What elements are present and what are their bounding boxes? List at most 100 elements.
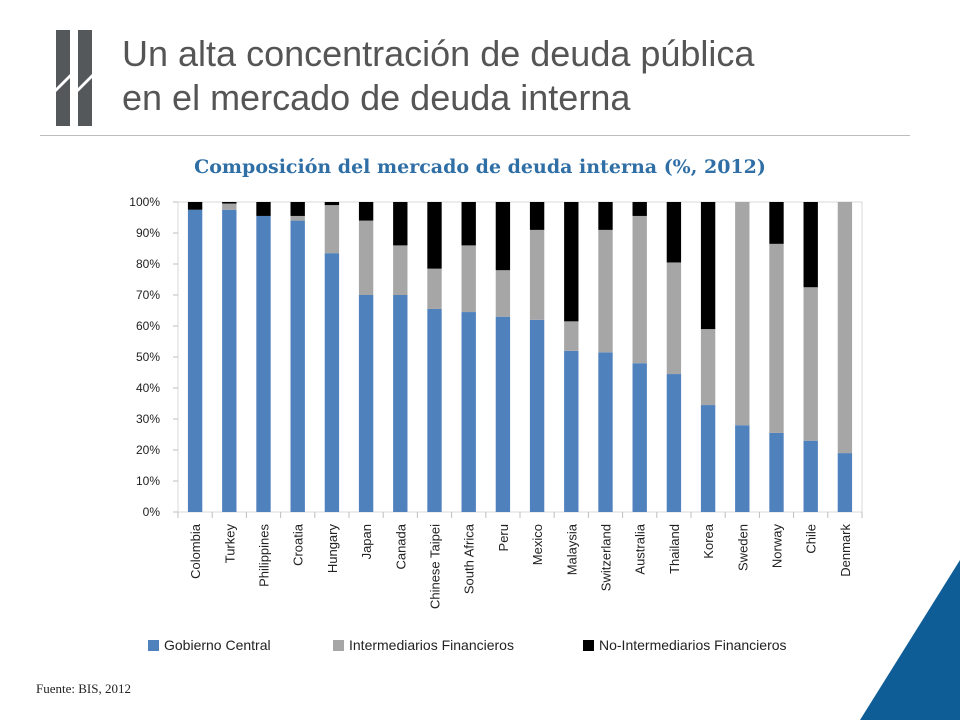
bar-norway-series-2 xyxy=(769,202,784,244)
x-category-label: Thailand xyxy=(667,524,682,574)
bar-turkey-series-1 xyxy=(222,203,237,210)
bar-thailand-series-1 xyxy=(666,262,682,375)
x-category-label: Colombia xyxy=(188,523,203,579)
y-tick-label: 40% xyxy=(136,381,160,395)
bar-canada-series-2 xyxy=(393,202,408,246)
y-tick-label: 70% xyxy=(136,288,160,302)
bar-peru-series-0 xyxy=(495,316,511,512)
bar-thailand-series-0 xyxy=(666,374,682,512)
bar-croatia-series-2 xyxy=(290,202,305,216)
x-category-label: Chinese Taipei xyxy=(428,524,443,609)
oecd-logo-icon xyxy=(56,30,92,126)
x-category-label: Philippines xyxy=(257,524,272,587)
slide-title-line-1: Un alta concentración de deuda pública xyxy=(122,33,755,74)
corner-triangle-decoration xyxy=(860,560,960,720)
x-category-label: South Africa xyxy=(462,523,477,594)
bar-chile-series-2 xyxy=(803,202,818,288)
bar-mexico-series-0 xyxy=(529,319,545,512)
x-category-label: Japan xyxy=(359,524,374,559)
bar-peru-series-2 xyxy=(495,202,511,271)
legend-label: Gobierno Central xyxy=(164,637,271,653)
x-category-label: Hungary xyxy=(325,524,340,574)
bar-japan-series-1 xyxy=(358,220,374,295)
bar-korea-series-2 xyxy=(700,202,716,330)
bar-switzerland-series-1 xyxy=(598,229,613,353)
y-tick-label: 100% xyxy=(129,195,160,209)
y-tick-label: 0% xyxy=(143,505,161,519)
bar-denmark-series-0 xyxy=(837,453,853,512)
bar-colombia-series-2 xyxy=(187,202,203,210)
bar-hungary-series-2 xyxy=(324,202,340,206)
bar-chile-series-1 xyxy=(803,287,818,441)
x-category-label: Denmark xyxy=(838,524,853,577)
x-category-label: Sweden xyxy=(735,524,750,571)
x-category-label: Chile xyxy=(804,524,819,554)
x-category-label: Peru xyxy=(496,524,511,551)
y-tick-label: 80% xyxy=(136,257,160,271)
bar-mexico-series-1 xyxy=(529,229,545,320)
y-tick-label: 50% xyxy=(136,350,160,364)
bar-chinese-taipei-series-2 xyxy=(427,202,442,269)
y-tick-label: 90% xyxy=(136,226,160,240)
bar-canada-series-0 xyxy=(393,295,408,512)
bar-malaysia-series-1 xyxy=(564,321,579,351)
bar-thailand-series-2 xyxy=(666,202,682,263)
bar-mexico-series-2 xyxy=(529,202,545,230)
bar-switzerland-series-2 xyxy=(598,202,613,230)
legend-label: No-Intermediarios Financieros xyxy=(599,637,787,653)
slide-title-line-2: en el mercado de deuda interna xyxy=(122,77,631,118)
bar-denmark-series-1 xyxy=(837,202,853,454)
bar-south-africa-series-1 xyxy=(461,245,476,313)
bar-australia-series-2 xyxy=(632,202,647,216)
x-category-label: Croatia xyxy=(291,523,306,566)
bar-sweden-series-1 xyxy=(735,202,750,426)
bar-philippines-series-2 xyxy=(256,202,271,216)
bar-japan-series-2 xyxy=(358,202,374,221)
x-category-label: Mexico xyxy=(530,524,545,565)
bar-japan-series-0 xyxy=(358,295,374,512)
bar-hungary-series-0 xyxy=(324,253,340,512)
bar-croatia-series-1 xyxy=(290,215,305,221)
legend-swatch xyxy=(148,640,159,651)
bar-chinese-taipei-series-0 xyxy=(427,308,442,512)
bar-turkey-series-0 xyxy=(222,209,237,512)
x-category-label: Malaysia xyxy=(564,523,579,575)
bar-norway-series-0 xyxy=(769,432,784,512)
bar-south-africa-series-2 xyxy=(461,202,476,246)
bar-sweden-series-0 xyxy=(735,425,750,512)
bar-south-africa-series-0 xyxy=(461,312,476,512)
legend-swatch xyxy=(333,640,344,651)
bar-turkey-series-2 xyxy=(222,202,237,204)
chart-title: Composición del mercado de deuda interna… xyxy=(194,156,766,178)
bar-switzerland-series-0 xyxy=(598,352,613,512)
bar-korea-series-1 xyxy=(700,329,716,406)
y-tick-label: 60% xyxy=(136,319,160,333)
bar-canada-series-1 xyxy=(393,245,408,295)
x-category-label: Switzerland xyxy=(599,524,614,591)
bar-croatia-series-0 xyxy=(290,220,305,512)
bar-malaysia-series-2 xyxy=(564,202,579,322)
bar-australia-series-0 xyxy=(632,363,647,512)
bar-philippines-series-0 xyxy=(256,215,271,512)
y-tick-label: 30% xyxy=(136,412,160,426)
y-tick-label: 20% xyxy=(136,443,160,457)
bar-malaysia-series-0 xyxy=(564,350,579,512)
x-category-label: Norway xyxy=(770,524,785,569)
legend-label: Intermediarios Financieros xyxy=(349,637,514,653)
bar-hungary-series-1 xyxy=(324,205,340,254)
x-category-label: Canada xyxy=(393,523,408,569)
x-category-label: Australia xyxy=(633,523,648,574)
slide-title: Un alta concentración de deuda pública e… xyxy=(122,32,754,120)
bar-colombia-series-0 xyxy=(187,209,203,512)
title-divider xyxy=(40,135,910,136)
bar-korea-series-0 xyxy=(700,405,716,512)
x-category-label: Turkey xyxy=(222,524,237,564)
legend-swatch xyxy=(583,640,594,651)
bar-chile-series-0 xyxy=(803,440,818,512)
x-category-label: Korea xyxy=(701,523,716,558)
bar-peru-series-1 xyxy=(495,270,511,317)
bar-chinese-taipei-series-1 xyxy=(427,268,442,309)
plot-area xyxy=(177,201,863,513)
bar-norway-series-1 xyxy=(769,243,784,433)
